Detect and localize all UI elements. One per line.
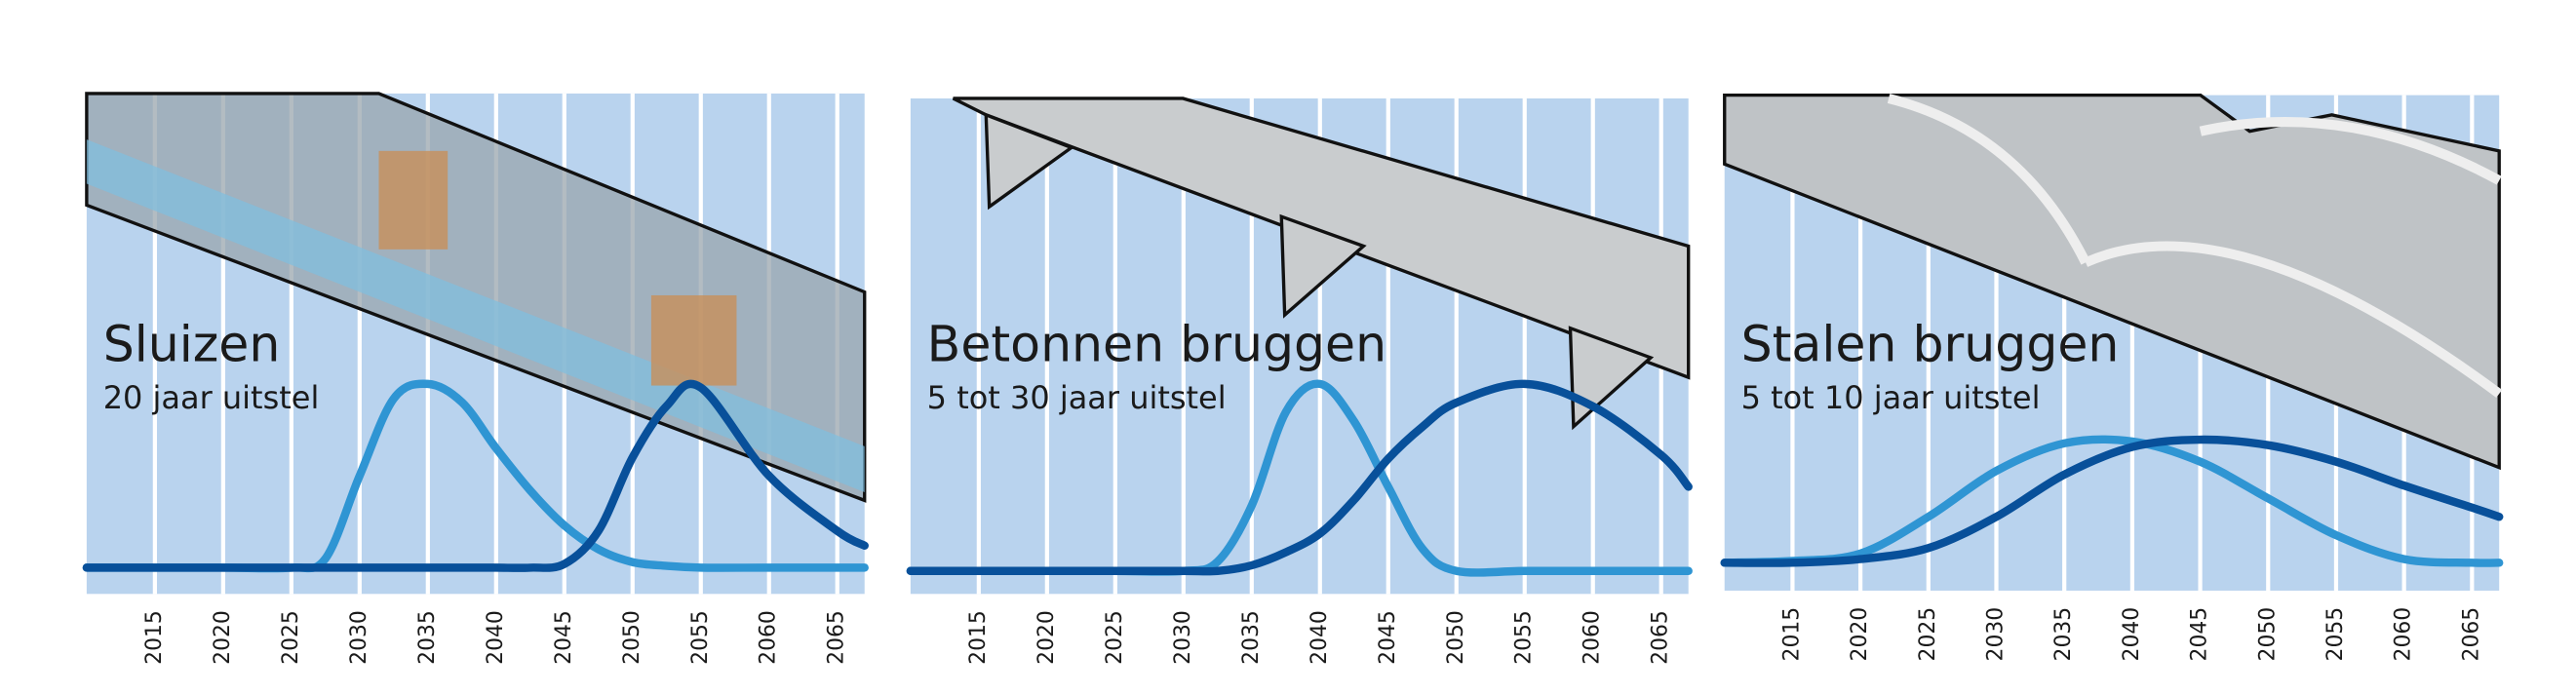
x-tick-label: 2035 — [1239, 610, 1264, 665]
x-tick-label: 2025 — [1916, 607, 1940, 662]
panel-title: Betonnen bruggen — [927, 315, 1386, 372]
x-tick-label: 2050 — [2255, 607, 2280, 662]
panel-title: Stalen bruggen — [1741, 315, 2120, 372]
x-tick-label: 2040 — [484, 610, 508, 665]
plot: 2015 2020 2025 2030 2035 2040 2045 2050 2055 2060… — [82, 315, 2504, 665]
curve — [82, 379, 869, 572]
x-tick-label: 2060 — [2392, 607, 2416, 662]
x-tick-label: 2055 — [1512, 610, 1537, 665]
x-tick-label: 2025 — [1103, 610, 1127, 665]
x-tick-label: 2045 — [1376, 610, 1400, 665]
panel-subtitle: 5 tot 30 jaar uitstel — [927, 379, 1227, 416]
x-tick-label: 2030 — [347, 610, 371, 665]
bridge-pier — [1279, 213, 1367, 319]
lock-gate — [650, 294, 737, 386]
x-tick-label: 2045 — [552, 610, 576, 665]
curve — [1720, 435, 2504, 567]
x-tick-label: 2035 — [2051, 607, 2076, 662]
curve — [906, 379, 1693, 576]
x-tick-label: 2065 — [1649, 610, 1673, 665]
x-tick-label: 2020 — [211, 610, 235, 665]
x-tick-label: 2050 — [620, 610, 644, 665]
x-tick-label: 2020 — [1034, 610, 1059, 665]
x-tick-label: 2065 — [825, 610, 849, 665]
lock-gate — [378, 150, 449, 250]
curve — [1720, 435, 2504, 567]
x-tick-label: 2030 — [1171, 610, 1195, 665]
panel-subtitle: 5 tot 10 jaar uitstel — [1741, 379, 2041, 416]
bridge-pier — [984, 112, 1075, 211]
x-tick-label: 2065 — [2459, 607, 2483, 662]
x-tick-label: 2060 — [1581, 610, 1605, 665]
x-tick-label: 2045 — [2188, 607, 2212, 662]
x-tick-label: 2050 — [1444, 610, 1468, 665]
x-tick-label: 2035 — [415, 610, 440, 665]
x-tick-label: 2015 — [142, 610, 167, 665]
panel-subtitle: 20 jaar uitstel — [103, 379, 320, 416]
x-tick-label: 2055 — [2323, 607, 2348, 662]
x-tick-label: 2015 — [966, 610, 991, 665]
x-tick-label: 2015 — [1779, 607, 1804, 662]
x-tick-label: 2040 — [1308, 610, 1332, 665]
steel-bridge-illustration — [1723, 93, 2501, 471]
x-tick-label: 2030 — [1983, 607, 2008, 662]
x-tick-label: 2055 — [688, 610, 713, 665]
x-tick-label: 2025 — [279, 610, 303, 665]
x-tick-label: 2040 — [2120, 607, 2144, 662]
x-tick-label: 2060 — [757, 610, 781, 665]
panel-title: Sluizen — [103, 315, 281, 372]
x-tick-label: 2020 — [1848, 607, 1872, 662]
steel-bridge-arch — [1887, 94, 2503, 399]
